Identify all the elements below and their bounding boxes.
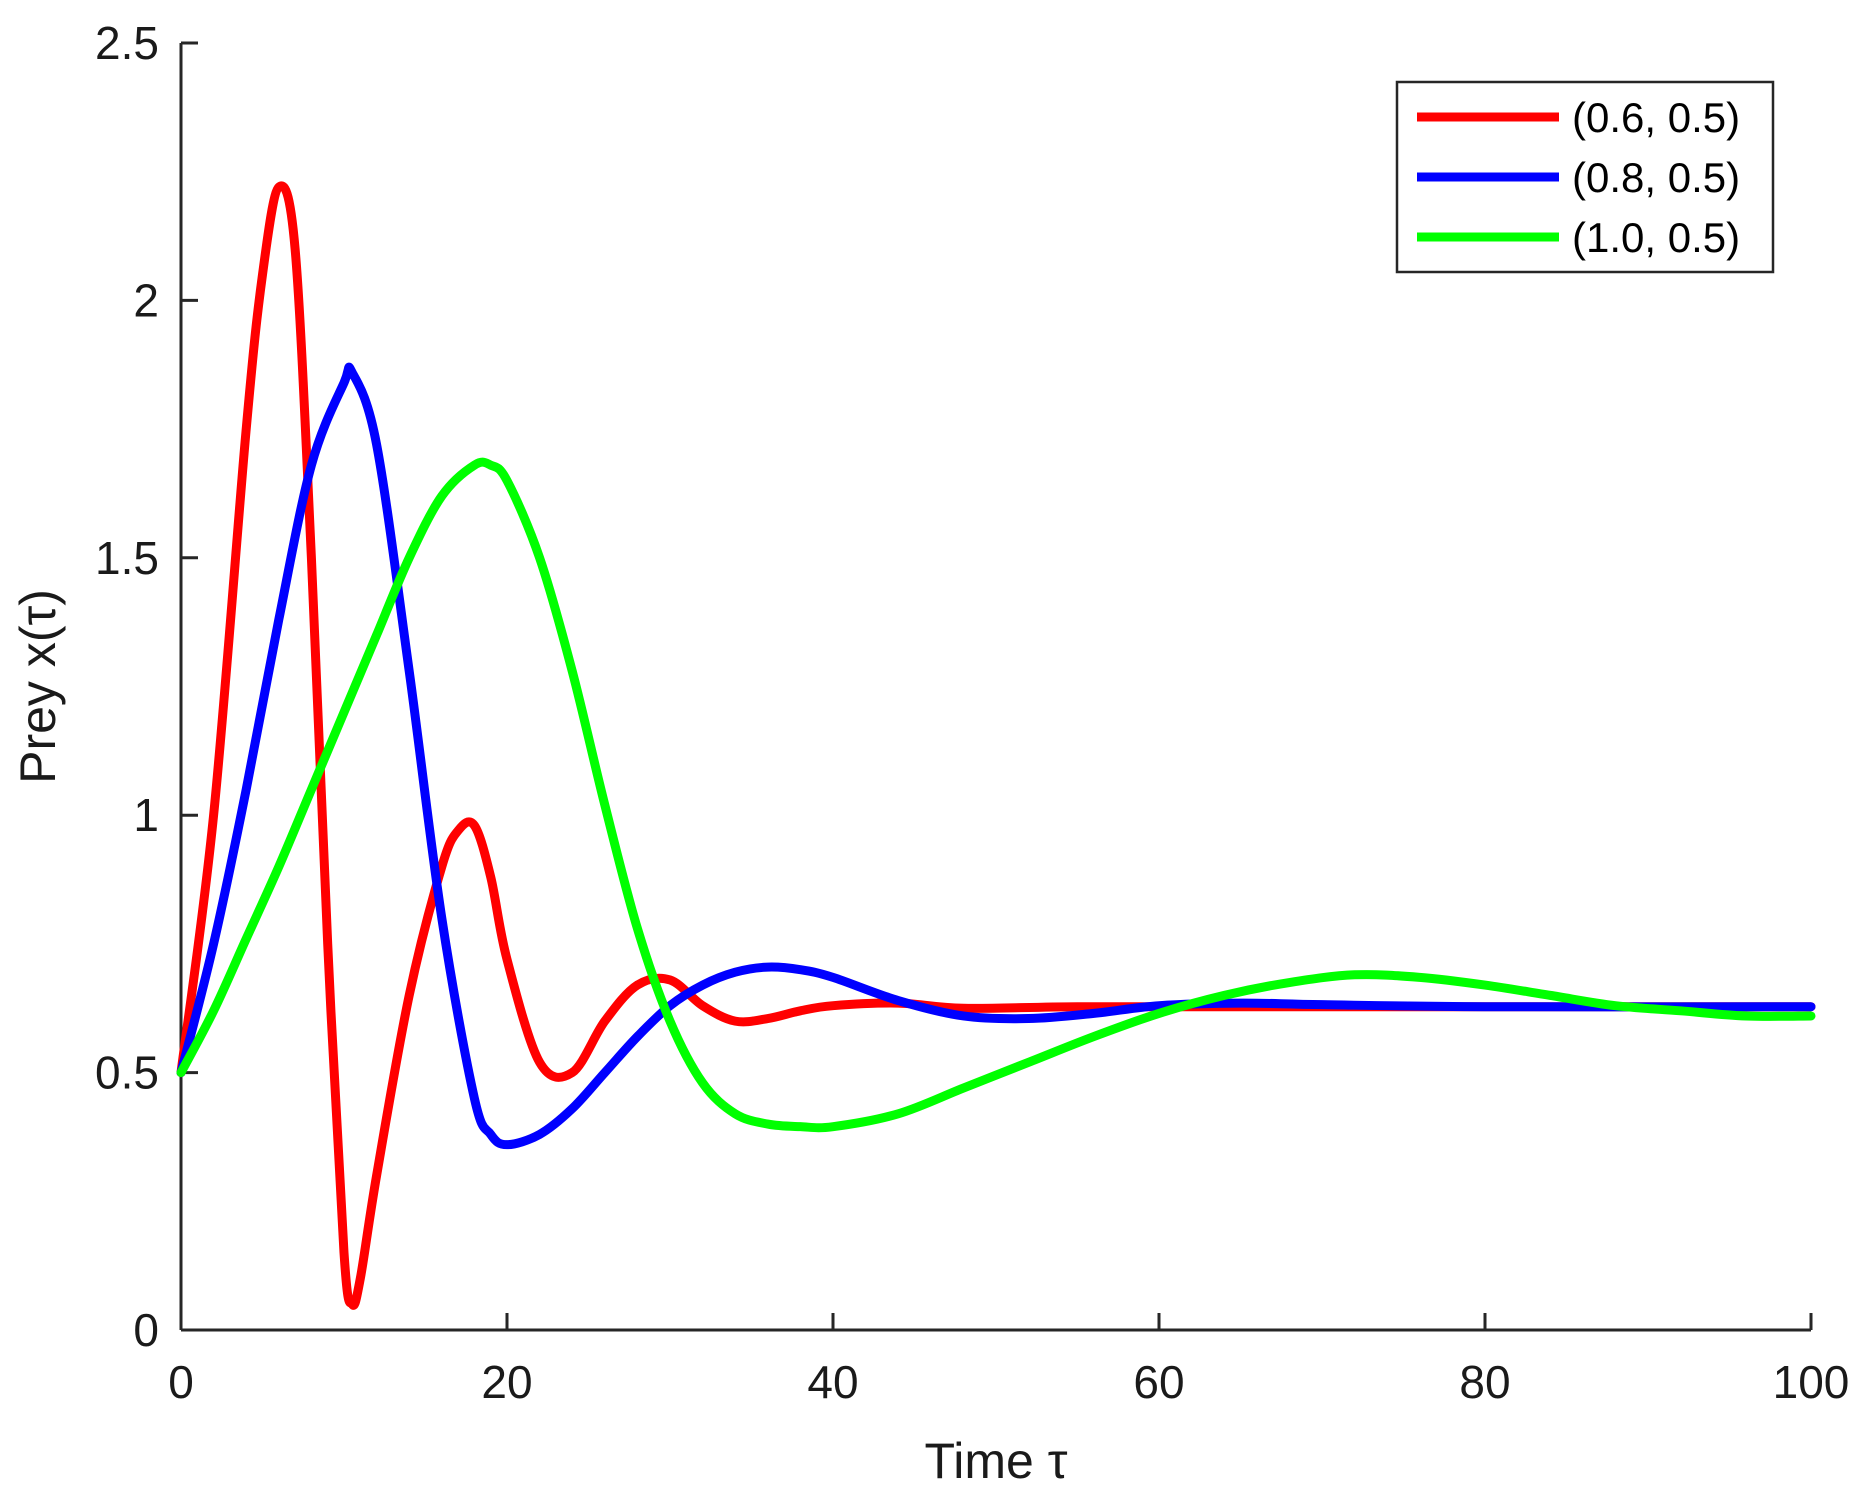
- axes: 0 20 40 60 80 100 0 0.5 1 1.5 2 2.5: [95, 17, 1849, 1408]
- x-tick-label: 20: [481, 1356, 532, 1408]
- y-tick-label: 2.5: [95, 17, 159, 69]
- x-tick-label: 100: [1773, 1356, 1850, 1408]
- legend-label: (1.0, 0.5): [1572, 214, 1740, 261]
- y-tick-label: 1: [133, 789, 159, 841]
- y-tick-label: 2: [133, 274, 159, 326]
- x-axis-title: Time τ: [925, 1433, 1068, 1489]
- y-tick-label: 0.5: [95, 1047, 159, 1099]
- series-line-2: [176, 362, 1816, 1150]
- y-tick-label: 1.5: [95, 532, 159, 584]
- series-lines: [176, 181, 1816, 1310]
- series-line-3: [176, 457, 1816, 1133]
- legend: (0.6, 0.5) (0.8, 0.5) (1.0, 0.5): [1395, 80, 1775, 274]
- legend-label: (0.8, 0.5): [1572, 154, 1740, 201]
- y-tick-label: 0: [133, 1304, 159, 1356]
- legend-label: (0.6, 0.5): [1572, 94, 1740, 141]
- x-tick-label: 0: [168, 1356, 194, 1408]
- x-tick-label: 60: [1133, 1356, 1184, 1408]
- x-tick-label: 80: [1459, 1356, 1510, 1408]
- x-tick-label: 40: [807, 1356, 858, 1408]
- y-axis-title: Prey x(τ): [10, 589, 66, 784]
